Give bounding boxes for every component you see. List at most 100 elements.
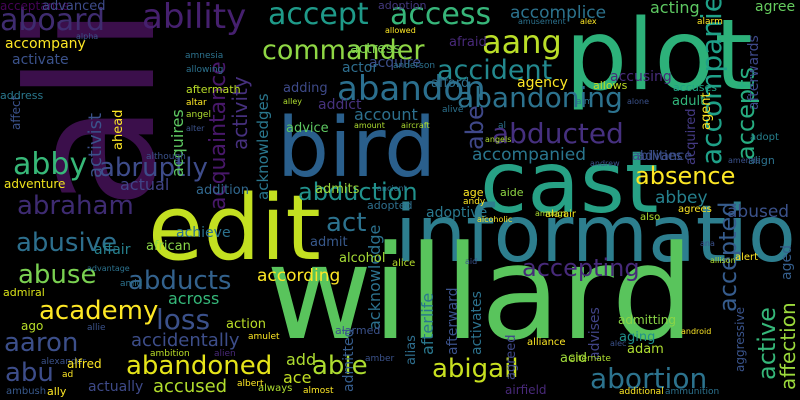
- word-adult: adult: [672, 94, 706, 109]
- word-ago: acid: [560, 351, 587, 366]
- word-abby: abby: [13, 147, 88, 182]
- word-addition: addition: [196, 183, 249, 198]
- word-advance: advance: [637, 149, 693, 164]
- word-according: according: [257, 266, 341, 286]
- word-alien: amulet: [248, 332, 280, 342]
- word-across: across: [168, 289, 220, 308]
- word-advice: advice: [286, 121, 329, 136]
- word-active: abused: [727, 202, 790, 222]
- word-acting: acting: [650, 0, 700, 17]
- word-abducts: abducts: [128, 266, 232, 296]
- word-actually: admiral: [3, 286, 45, 299]
- word-abortion: abortion: [590, 362, 708, 395]
- word-advantage: alarmed: [335, 324, 381, 337]
- word-alias: accuses: [673, 81, 718, 94]
- word-accused: accused: [153, 376, 228, 397]
- word-adopted: ahead: [111, 109, 126, 150]
- word-agreement: amusement: [518, 17, 566, 26]
- word-allows: allows: [593, 79, 628, 92]
- word-acknowledge: acknowledge: [365, 224, 384, 330]
- word-allison: aim: [576, 97, 593, 107]
- word-aaron: aaron: [4, 328, 79, 358]
- word-action: actually: [88, 379, 144, 395]
- word-activate: activate: [12, 52, 69, 68]
- word-android: ammunition: [665, 387, 720, 397]
- word-affect: address: [0, 89, 44, 102]
- word-ancient: among: [535, 209, 563, 218]
- word-angels: aircraft: [401, 121, 430, 130]
- word-aboard: aboard: [0, 3, 106, 38]
- word-accomplice: accomplice: [510, 3, 607, 23]
- word-alcoholic: alec: [610, 339, 627, 348]
- word-also: agrees: [678, 204, 712, 215]
- word-actual: actual: [120, 175, 170, 194]
- word-air: alan: [545, 209, 567, 220]
- word-admits: admits: [315, 182, 360, 197]
- word-alec: ana: [700, 239, 715, 248]
- word-aircraft: amount: [354, 121, 385, 130]
- word-aim: al: [498, 121, 507, 131]
- word-abuse: abuse: [18, 260, 97, 290]
- word-adoptive: adoptive: [426, 205, 488, 221]
- word-aid: albert: [237, 379, 264, 389]
- word-alter: altar: [186, 98, 207, 108]
- word-accidentally: accidentally: [131, 330, 240, 351]
- word-amy: android: [681, 327, 712, 336]
- word-ambition: air: [563, 209, 577, 220]
- word-alex: ancient: [377, 184, 407, 193]
- word-amid: advantage: [87, 264, 130, 273]
- word-information: information: [395, 190, 800, 280]
- word-act: act: [326, 208, 367, 238]
- word-ahead: adopted: [367, 199, 413, 212]
- word-alexander: ambition: [150, 349, 190, 359]
- word-acid: ace: [283, 368, 312, 387]
- word-andy: alcoholic: [477, 215, 513, 224]
- word-abu: abu: [5, 358, 54, 388]
- word-along: allowing: [186, 65, 224, 75]
- word-alliance: alice: [392, 258, 416, 269]
- word-advanced: advanced: [42, 0, 106, 14]
- word-angel: alter: [186, 124, 205, 133]
- word-affection: affection: [776, 302, 800, 390]
- word-amnesia: alpha: [76, 32, 99, 41]
- word-adoption: adoption: [378, 0, 427, 12]
- word-acknowledges: acknowledges: [254, 93, 272, 200]
- word-addict: addict: [318, 97, 362, 113]
- word-actress: actress: [350, 41, 401, 57]
- word-alley: allowed: [385, 26, 416, 35]
- word-aide: age: [463, 186, 484, 199]
- word-abraham: abraham: [17, 191, 134, 221]
- word-abandon: abandon: [337, 69, 486, 109]
- word-admitted: alias: [404, 335, 419, 365]
- word-alan: alarm: [697, 17, 723, 27]
- word-address: afterward: [445, 287, 461, 355]
- word-acquire: acquire: [369, 55, 421, 71]
- word-admit: admit: [310, 235, 348, 250]
- word-accusing: accusing: [610, 69, 672, 85]
- word-abilities: abilities: [632, 149, 683, 164]
- word-agree: agree: [755, 0, 796, 15]
- word-accepting: accepting: [522, 254, 640, 282]
- word-activates: advises: [587, 307, 603, 360]
- word-align: alert: [735, 252, 759, 263]
- word-actor: actor: [342, 60, 379, 76]
- word-alarm: also: [640, 212, 661, 223]
- word-bird: bird: [277, 101, 437, 196]
- word-abducted: abducted: [492, 117, 624, 150]
- word-airport: aid: [465, 257, 478, 266]
- word-adding: adding: [283, 81, 328, 96]
- word-accompanied: accompanied: [472, 145, 587, 165]
- word-alternate: amber: [365, 354, 395, 364]
- word-afterlife: afterlife: [418, 292, 437, 355]
- word-aged: aged: [779, 245, 795, 280]
- word-affair: affair: [94, 242, 131, 258]
- word-aging: admitting: [618, 313, 676, 327]
- word-ally: ad: [62, 370, 74, 380]
- word-afraid: afraid: [449, 35, 487, 50]
- word-airplane: alive: [442, 105, 464, 115]
- word-commander: commander: [262, 35, 425, 66]
- word-agreed: activates: [469, 291, 485, 355]
- word-agrees: adopt: [750, 132, 779, 143]
- word-additional: airfield: [505, 383, 547, 397]
